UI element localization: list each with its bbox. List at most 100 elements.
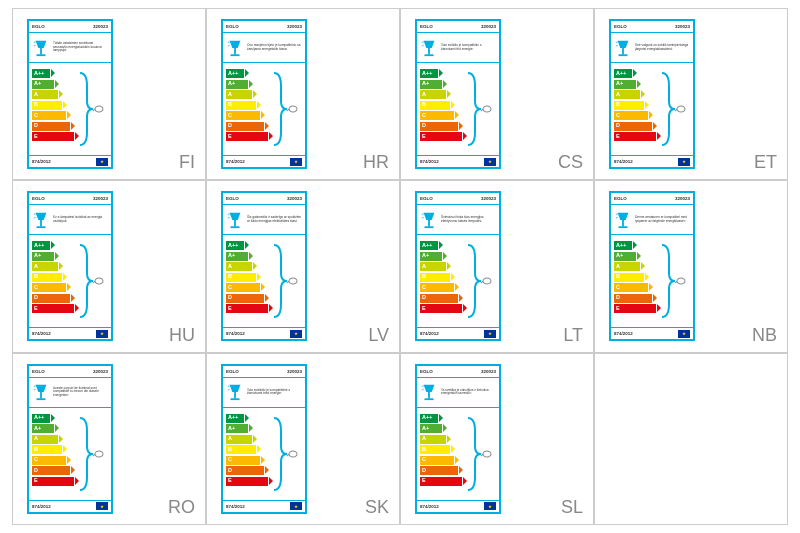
- energy-class-letter: A: [616, 92, 620, 98]
- energy-class-letter: E: [228, 134, 232, 140]
- energy-class-letter: D: [228, 468, 232, 474]
- energy-class-letter: A: [228, 436, 232, 442]
- label-info: Aceste corpuri de iluminat sunt compatib…: [29, 378, 111, 408]
- label-body: A++ A+ A B C D E: [417, 235, 499, 327]
- energy-class-letter: A+: [34, 81, 41, 87]
- energy-class-letter: E: [228, 306, 232, 312]
- eu-flag-icon: ★: [96, 502, 108, 510]
- compatibility-text: Šis gaismeklis ir saderīgs ar spuldzēm a…: [247, 216, 302, 223]
- energy-class-letter: B: [228, 102, 232, 108]
- energy-class-letter: D: [422, 295, 426, 301]
- energy-class-letter: C: [228, 457, 232, 463]
- brand-name: EGLO: [420, 196, 433, 201]
- energy-class-letter: A: [228, 92, 232, 98]
- model-number: 320023: [481, 24, 496, 29]
- energy-class-letter: A: [228, 264, 232, 270]
- label-header: EGLO 320023: [611, 21, 693, 33]
- lamp-icon: [420, 37, 438, 59]
- label-cell: EGLO 320023 Šviestuvui tinka šios energi…: [400, 180, 594, 352]
- label-footer: 874/2012 ★: [223, 500, 305, 512]
- label-info: Denne armaturen er kompatibel med lyspær…: [611, 205, 693, 235]
- brand-name: EGLO: [420, 369, 433, 374]
- energy-class-letter: C: [616, 113, 620, 119]
- regulation-number: 874/2012: [420, 159, 439, 164]
- label-body: A++ A+ A B C D E: [223, 408, 305, 500]
- compatibility-text: Toto svítidlo je kompatibilní s žárovkam…: [441, 44, 496, 51]
- eu-flag-icon: ★: [290, 158, 302, 166]
- energy-class-letter: A: [34, 264, 38, 270]
- label-footer: 874/2012 ★: [29, 500, 111, 512]
- energy-label: EGLO 320023 Tähän valaisimen soveltuvat …: [27, 19, 113, 169]
- language-code: HU: [169, 325, 195, 346]
- label-cell: EGLO 320023 See valgusti on sobilik lamb…: [594, 8, 788, 180]
- label-footer: 874/2012 ★: [29, 327, 111, 339]
- energy-class-letter: B: [422, 102, 426, 108]
- energy-class-letter: A++: [34, 243, 44, 249]
- label-footer: 874/2012 ★: [417, 155, 499, 167]
- regulation-number: 874/2012: [32, 504, 51, 509]
- energy-class-letter: B: [616, 274, 620, 280]
- compatibility-text: Aceste corpuri de iluminat sunt compatib…: [53, 387, 108, 398]
- label-body: A++ A+ A B C D E: [611, 235, 693, 327]
- eu-flag-icon: ★: [678, 158, 690, 166]
- bracket-icon: [77, 243, 105, 319]
- energy-label: EGLO 320023 Toto svietidlo je kompatibil…: [221, 364, 307, 514]
- energy-class-letter: E: [422, 478, 426, 484]
- eu-flag-icon: ★: [484, 502, 496, 510]
- regulation-number: 874/2012: [614, 331, 633, 336]
- lamp-icon: [614, 209, 632, 231]
- energy-class-letter: A++: [34, 415, 44, 421]
- label-info: Ez a lámpatest izzókkal az energia osztá…: [29, 205, 111, 235]
- label-footer: 874/2012 ★: [611, 327, 693, 339]
- language-code: CS: [558, 152, 583, 173]
- eu-flag-icon: ★: [96, 330, 108, 338]
- language-code: SK: [365, 497, 389, 518]
- energy-class-letter: A+: [34, 253, 41, 259]
- energy-class-letter: C: [34, 285, 38, 291]
- model-number: 320023: [93, 196, 108, 201]
- energy-class-letter: C: [616, 285, 620, 291]
- label-info: Ta svetilka je združljiva z žebulica ene…: [417, 378, 499, 408]
- model-number: 320023: [287, 24, 302, 29]
- brand-name: EGLO: [226, 196, 239, 201]
- energy-label: EGLO 320023 Aceste corpuri de iluminat s…: [27, 364, 113, 514]
- model-number: 320023: [675, 24, 690, 29]
- energy-class-letter: A: [422, 92, 426, 98]
- label-body: A++ A+ A B C D E: [417, 63, 499, 155]
- energy-class-letter: C: [422, 457, 426, 463]
- label-cell: EGLO 320023 Tähän valaisimen soveltuvat …: [12, 8, 206, 180]
- energy-class-letter: A+: [228, 426, 235, 432]
- label-cell: EGLO 320023 Aceste corpuri de iluminat s…: [12, 353, 206, 525]
- energy-class-letter: C: [34, 113, 38, 119]
- lamp-icon: [420, 209, 438, 231]
- brand-name: EGLO: [32, 24, 45, 29]
- energy-class-letter: D: [422, 468, 426, 474]
- energy-class-letter: D: [228, 123, 232, 129]
- lamp-icon: [226, 209, 244, 231]
- energy-class-letter: E: [34, 478, 38, 484]
- energy-class-letter: A: [616, 264, 620, 270]
- energy-class-letter: D: [422, 123, 426, 129]
- brand-name: EGLO: [32, 196, 45, 201]
- energy-class-letter: D: [616, 123, 620, 129]
- energy-class-letter: A++: [228, 243, 238, 249]
- compatibility-text: Ta svetilka je združljiva z žebulica ene…: [441, 389, 496, 396]
- compatibility-text: See valgusti on sobilik lambipirnidega j…: [635, 44, 690, 51]
- energy-class-letter: E: [616, 306, 620, 312]
- compatibility-text: Toto svietidlo je kompatibilné s žiarovk…: [247, 389, 302, 396]
- model-number: 320023: [675, 196, 690, 201]
- energy-class-letter: A: [34, 92, 38, 98]
- energy-class-letter: C: [34, 457, 38, 463]
- label-cell: EGLO 320023 Toto svietidlo je kompatibil…: [206, 353, 400, 525]
- energy-class-letter: E: [34, 134, 38, 140]
- energy-class-letter: B: [228, 274, 232, 280]
- bracket-icon: [659, 71, 687, 147]
- compatibility-text: Tähän valaisimen soveltuvat seuraaviin e…: [53, 42, 108, 53]
- label-header: EGLO 320023: [29, 366, 111, 378]
- energy-class-letter: A+: [422, 253, 429, 259]
- energy-class-letter: E: [422, 306, 426, 312]
- label-cell: EGLO 320023 Denne armaturen er kompatibe…: [594, 180, 788, 352]
- label-body: A++ A+ A B C D E: [223, 63, 305, 155]
- model-number: 320023: [481, 369, 496, 374]
- brand-name: EGLO: [32, 369, 45, 374]
